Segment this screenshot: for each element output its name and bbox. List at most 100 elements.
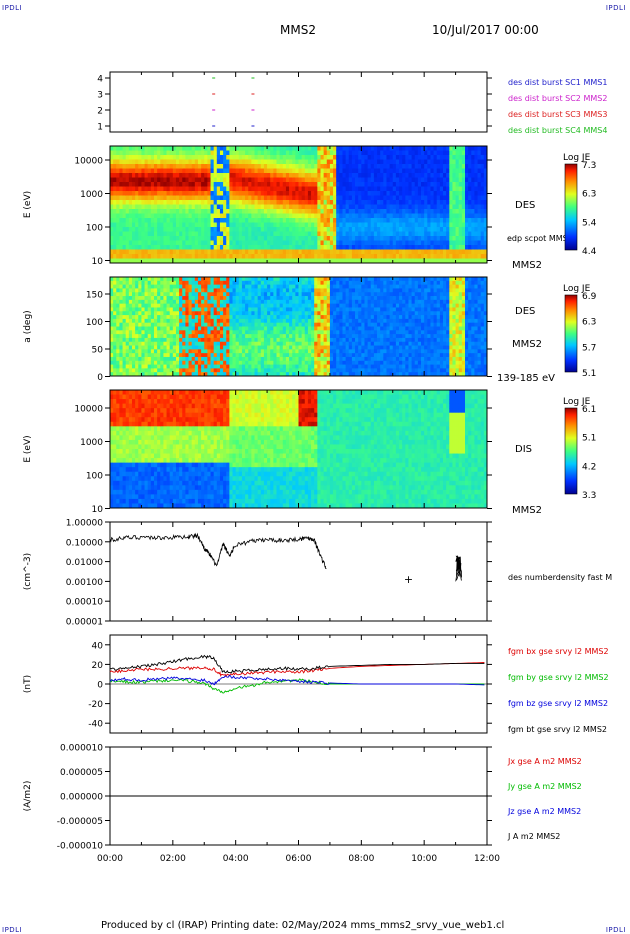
des-energy-cell — [125, 227, 130, 232]
des-energy-cell — [285, 173, 290, 178]
pitch-cell — [282, 337, 287, 343]
des-energy-cell — [439, 236, 444, 241]
pitch-cell — [172, 311, 177, 316]
pitch-cell — [194, 318, 199, 324]
des-energy-cell — [188, 209, 193, 214]
des-energy-cell — [229, 204, 233, 210]
des-energy-cell — [465, 227, 469, 232]
pitch-cell — [119, 330, 123, 335]
des-energy-cell — [329, 245, 334, 250]
des-energy-cell — [323, 177, 328, 183]
des-energy-cell — [210, 182, 215, 187]
des-energy-cell — [370, 222, 375, 228]
pitch-cell — [119, 277, 123, 282]
pitch-cell — [314, 368, 318, 373]
des-energy-cell — [185, 159, 189, 165]
pitch-cell — [254, 364, 259, 369]
pitch-cell — [267, 318, 271, 324]
pitch-cell — [153, 284, 158, 289]
pitch-cell — [307, 311, 312, 316]
pitch-cell — [223, 330, 227, 335]
des-energy-cell — [421, 218, 425, 223]
des-energy-cell — [380, 222, 384, 228]
des-energy-cell — [468, 222, 472, 228]
pitch-cell — [188, 368, 193, 373]
des-energy-cell — [380, 155, 384, 160]
des-energy-cell — [405, 249, 409, 255]
des-energy-cell — [229, 213, 233, 219]
des-energy-cell — [172, 195, 177, 201]
pitch-cell — [254, 303, 259, 308]
pitch-cell — [295, 372, 299, 377]
pitch-cell — [257, 368, 262, 373]
pitch-cell — [119, 368, 123, 373]
pitch-cell — [147, 296, 152, 301]
pitch-cell — [182, 288, 186, 293]
des-energy-cell — [204, 249, 208, 255]
des-energy-cell — [367, 213, 372, 219]
des-energy-cell — [295, 168, 299, 174]
des-energy-cell — [389, 164, 394, 169]
des-energy-cell — [241, 191, 246, 196]
des-energy-cell — [116, 195, 120, 201]
des-energy-cell — [339, 150, 343, 156]
des-energy-cell — [248, 249, 252, 255]
pitch-cell — [223, 364, 227, 369]
pitch-cell — [110, 318, 114, 324]
des-energy-cell — [383, 245, 387, 250]
des-energy-cell — [367, 249, 372, 255]
pitch-cell — [248, 318, 252, 324]
des-energy-cell — [172, 155, 177, 160]
des-energy-cell — [135, 254, 139, 259]
des-energy-cell — [141, 173, 145, 178]
des-energy-cell — [389, 186, 394, 192]
des-energy-cell — [179, 195, 183, 201]
pitch-cell — [292, 330, 296, 335]
des-energy-cell — [263, 231, 268, 237]
des-energy-cell — [201, 168, 205, 174]
des-energy-cell — [147, 146, 152, 151]
des-energy-cell — [320, 150, 325, 156]
des-energy-cell — [216, 168, 221, 174]
pitch-cell — [172, 334, 177, 339]
pitch-cell — [248, 326, 252, 331]
des-energy-cell — [144, 245, 149, 250]
des-energy-cell — [311, 227, 315, 232]
des-energy-cell — [358, 195, 362, 201]
des-energy-cell — [229, 209, 233, 214]
pitch-cell — [194, 345, 199, 350]
pitch-cell — [169, 311, 174, 316]
des-energy-cell — [260, 177, 265, 183]
pitch-cell — [320, 330, 325, 335]
des-energy-cell — [185, 168, 189, 174]
des-energy-cell — [257, 209, 262, 214]
des-energy-cell — [329, 191, 334, 196]
des-energy-cell — [135, 236, 139, 241]
des-energy-cell — [172, 258, 177, 264]
des-energy-cell — [471, 195, 475, 201]
des-energy-cell — [414, 249, 419, 255]
pitch-cell — [273, 341, 277, 346]
des-energy-cell — [273, 146, 277, 151]
des-energy-cell — [380, 200, 384, 205]
des-energy-colorbar-title: Log JE — [563, 153, 591, 163]
pitch-cell — [169, 341, 174, 346]
des-energy-cell — [307, 245, 312, 250]
pitch-cell — [298, 299, 303, 305]
des-energy-cell — [351, 177, 356, 183]
des-energy-cell — [446, 249, 450, 255]
des-energy-cell — [339, 177, 343, 183]
des-energy-cell — [260, 195, 265, 201]
des-energy-cell — [223, 227, 227, 232]
pitch-cell — [166, 345, 171, 350]
pitch-cell — [267, 311, 271, 316]
pitch-cell — [257, 330, 262, 335]
des-energy-cell — [364, 146, 369, 151]
des-energy-cell — [179, 236, 183, 241]
des-energy-cell — [389, 231, 394, 237]
pitch-cell — [157, 360, 161, 365]
des-energy-cell — [452, 254, 456, 259]
des-energy-cell — [116, 177, 120, 183]
pitch-cell — [153, 307, 158, 312]
pitch-cell — [188, 311, 193, 316]
